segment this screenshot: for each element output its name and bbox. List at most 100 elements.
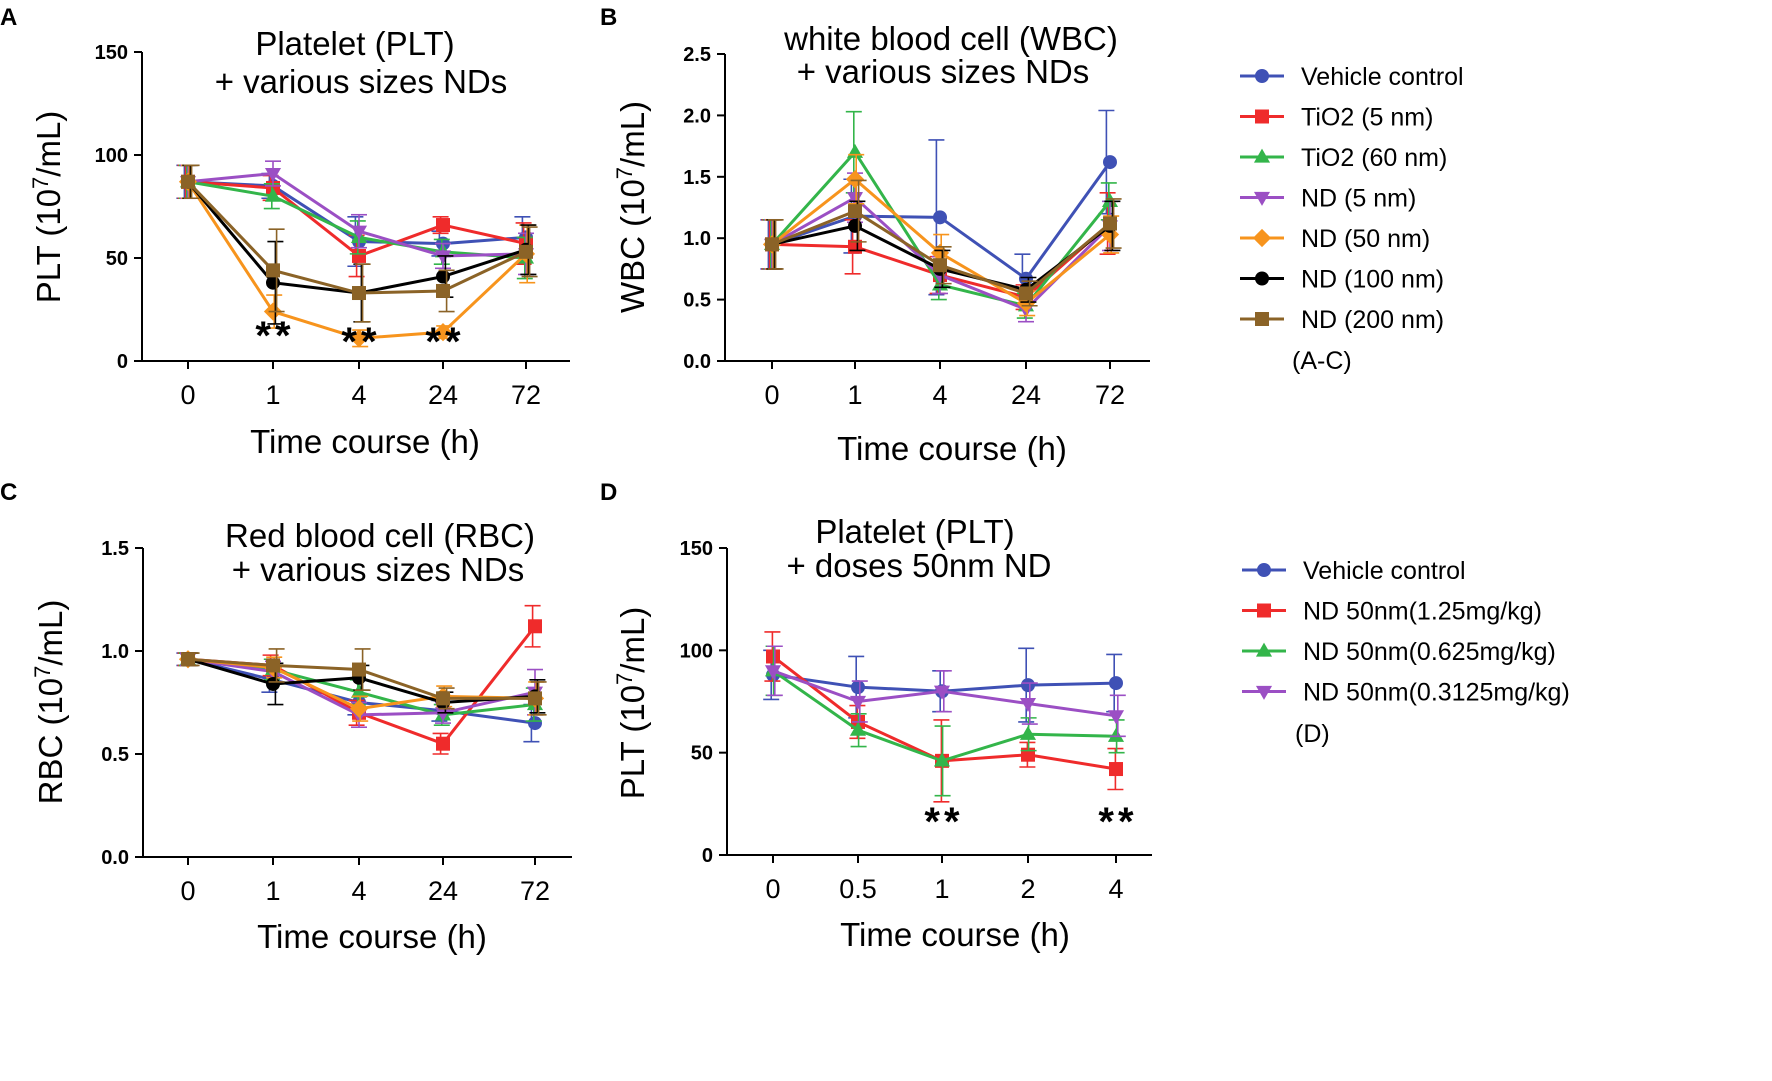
panel-c-data-point bbox=[266, 676, 280, 691]
legend-d: (D) Vehicle control ND 50nm(1.25mg/kg) ND … bbox=[1242, 557, 1570, 748]
panel-d-series bbox=[764, 645, 1125, 797]
panel-b-data-point bbox=[1103, 216, 1117, 231]
panel-letter-b: B bbox=[600, 4, 617, 31]
panel-a-data-point bbox=[266, 275, 280, 290]
panel-a-xtick-label: 4 bbox=[351, 380, 366, 410]
panel-a-xtick-label: 72 bbox=[511, 380, 541, 410]
panel-a-data-point bbox=[434, 250, 452, 265]
panel-d-ytick-label: 0 bbox=[702, 845, 713, 867]
legend-item: ND 50nm(1.25mg/kg) bbox=[1242, 598, 1542, 626]
legend-marker bbox=[1257, 563, 1271, 577]
panel-b-data-point bbox=[1100, 225, 1120, 244]
panel-d-data-point bbox=[933, 752, 951, 767]
panel-a-x-axis-label: Time course (h) bbox=[250, 423, 480, 460]
panel-d-data-point bbox=[764, 665, 782, 680]
panel-a-significance-marker: ** bbox=[425, 320, 464, 364]
panel-a-significance-marker: ** bbox=[255, 314, 294, 358]
panel-a-y-axis-label: PLT (107/mL) bbox=[28, 111, 67, 304]
panel-d-x-axis-label: Time course (h) bbox=[840, 916, 1070, 953]
panel-c-data-point bbox=[528, 716, 542, 731]
panel-b-xtick-label: 0 bbox=[764, 380, 779, 410]
panel-c-data-point bbox=[434, 707, 452, 722]
panel-c-title-line2: + various sizes NDs bbox=[232, 551, 525, 588]
panel-a-ytick-label: 50 bbox=[106, 248, 128, 270]
panel-a-data-point bbox=[436, 218, 450, 233]
legend-label: ND 50nm(1.25mg/kg) bbox=[1303, 598, 1542, 626]
legend-marker bbox=[1253, 191, 1271, 206]
panel-a-title-line1: Platelet (PLT) bbox=[255, 25, 454, 62]
panel-d-data-point bbox=[933, 685, 951, 700]
panel-a-significance-marker: ** bbox=[341, 320, 380, 364]
panel-b-data-point bbox=[1019, 286, 1033, 301]
panel-c-xtick-label: 0 bbox=[180, 876, 195, 906]
panel-d-xtick-label: 1 bbox=[934, 874, 949, 904]
panel-a-data-point bbox=[349, 329, 369, 348]
panel-b-data-point bbox=[765, 237, 779, 252]
panel-a-data-point bbox=[350, 225, 368, 240]
legend-item: ND (200 nm) bbox=[1240, 306, 1444, 334]
legend-item: ND (5 nm) bbox=[1240, 185, 1416, 213]
panel-a-data-point bbox=[264, 167, 282, 182]
panel-b: B white blood cell (WBC) + various sizes… bbox=[600, 4, 1150, 467]
panel-c-data-point bbox=[181, 652, 195, 667]
legend-item: TiO2 (60 nm) bbox=[1240, 144, 1447, 172]
panel-d-data-point bbox=[1107, 710, 1125, 725]
panel-a-data-point bbox=[264, 187, 282, 202]
panel-c-data-point bbox=[436, 736, 450, 751]
legend-label: ND 50nm(0.625mg/kg) bbox=[1303, 638, 1556, 666]
panel-d-data-point bbox=[1019, 725, 1037, 740]
panel-a-series bbox=[181, 164, 538, 323]
panel-b-data-point bbox=[845, 170, 865, 189]
panel-d-series bbox=[764, 645, 1126, 738]
legend-label: ND (200 nm) bbox=[1301, 306, 1444, 334]
legend-marker bbox=[1255, 685, 1273, 700]
panel-c-x-axis-label: Time course (h) bbox=[257, 918, 487, 955]
panel-b-data-point bbox=[930, 243, 950, 263]
legend-item: Vehicle control bbox=[1240, 63, 1464, 91]
panel-c-ytick-label: 0.5 bbox=[101, 744, 129, 766]
panel-b-data-point bbox=[933, 258, 947, 273]
legend-label: ND (5 nm) bbox=[1301, 185, 1416, 213]
panel-b-xtick-label: 24 bbox=[1011, 380, 1041, 410]
panel-b-ytick-label: 0.5 bbox=[683, 290, 711, 312]
legend-marker bbox=[1255, 312, 1269, 326]
panel-a-xtick-label: 1 bbox=[265, 380, 280, 410]
panel-b-title-line1: white blood cell (WBC) bbox=[783, 20, 1118, 57]
legend-label: Vehicle control bbox=[1303, 557, 1466, 585]
panel-b-title-line2: + various sizes NDs bbox=[797, 53, 1090, 90]
panel-c-ytick-label: 1.5 bbox=[101, 538, 129, 560]
panel-c-data-point bbox=[352, 662, 366, 677]
panel-b-data-point bbox=[933, 210, 947, 225]
panel-c-data-point bbox=[528, 619, 542, 634]
legend-marker bbox=[1252, 228, 1272, 248]
panel-a-data-point bbox=[436, 283, 450, 298]
panel-b-data-point bbox=[848, 218, 862, 233]
panel-c-data-point bbox=[266, 658, 280, 673]
panel-d-data-point bbox=[1107, 727, 1125, 742]
panel-b-ytick-label: 1.5 bbox=[683, 167, 711, 189]
panel-c-series bbox=[181, 648, 547, 716]
panel-b-xtick-label: 4 bbox=[932, 380, 947, 410]
panel-b-data-point bbox=[848, 204, 862, 219]
panel-d-data-point bbox=[1021, 678, 1035, 693]
panel-b-ytick-label: 0.0 bbox=[683, 351, 711, 373]
panel-d-data-point bbox=[849, 695, 867, 710]
panel-a-data-point bbox=[181, 174, 195, 189]
panel-d-xtick-label: 4 bbox=[1108, 874, 1123, 904]
legend-a-c: (A-C) Vehicle control TiO2 (5 nm) TiO2 (60… bbox=[1240, 63, 1464, 375]
legend-label: ND (50 nm) bbox=[1301, 225, 1430, 253]
panel-b-ytick-label: 2.5 bbox=[683, 44, 711, 66]
panel-a-data-point bbox=[266, 263, 280, 278]
panel-a-data-point bbox=[436, 269, 450, 284]
panel-a-data-point bbox=[519, 244, 533, 259]
panel-c-xtick-label: 4 bbox=[351, 876, 366, 906]
panel-letter-d: D bbox=[600, 479, 617, 506]
panel-a-data-point bbox=[352, 286, 366, 301]
legend-item: ND 50nm(0.625mg/kg) bbox=[1242, 638, 1556, 666]
panel-b-ytick-label: 2.0 bbox=[683, 105, 711, 127]
panel-b-x-axis-label: Time course (h) bbox=[837, 430, 1067, 467]
panel-c-title-line1: Red blood cell (RBC) bbox=[225, 517, 535, 554]
panel-b-y-axis-label: WBC (107/mL) bbox=[612, 101, 651, 313]
panel-d-data-point bbox=[1019, 697, 1037, 712]
